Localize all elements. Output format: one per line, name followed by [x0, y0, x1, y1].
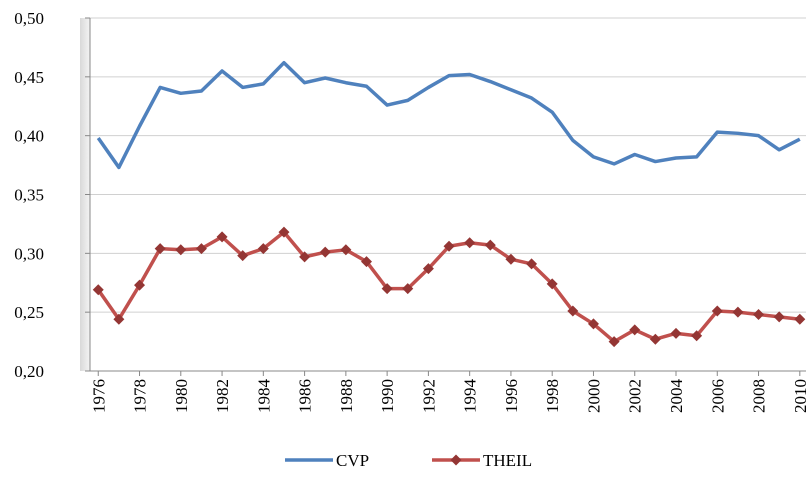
- y-tick-label: 0,35: [14, 186, 44, 205]
- marker: [443, 240, 455, 252]
- marker: [134, 279, 146, 291]
- marker: [505, 253, 517, 265]
- marker: [546, 278, 558, 290]
- x-tick-label: 1984: [254, 379, 273, 414]
- x-tick-label: 1996: [502, 379, 521, 413]
- marker: [773, 311, 785, 323]
- x-tick-label: 1978: [131, 379, 150, 413]
- marker: [319, 246, 331, 258]
- marker: [360, 256, 372, 268]
- y-tick-label: 0,50: [14, 9, 44, 28]
- x-tick-label: 1998: [543, 379, 562, 413]
- x-tick-label: 1986: [296, 379, 315, 413]
- marker: [237, 250, 249, 262]
- x-tick-label: 1994: [461, 379, 480, 414]
- marker: [629, 324, 641, 336]
- marker: [278, 226, 290, 238]
- marker: [381, 283, 393, 295]
- marker: [691, 330, 703, 342]
- marker: [175, 244, 187, 256]
- marker: [92, 284, 104, 296]
- legend-marker: [450, 454, 462, 466]
- x-tick-label: 1982: [213, 379, 232, 413]
- marker: [567, 305, 579, 317]
- x-tick-label: 2006: [708, 379, 727, 413]
- marker: [299, 251, 311, 263]
- marker: [526, 258, 538, 270]
- marker: [753, 309, 765, 321]
- x-tick-label: 1992: [419, 379, 438, 413]
- marker: [587, 318, 599, 330]
- marker: [670, 327, 682, 339]
- marker: [422, 263, 434, 275]
- y-tick-label: 0,30: [14, 244, 44, 263]
- marker: [340, 244, 352, 256]
- x-tick-label: 1990: [378, 379, 397, 413]
- legend-label: THEIL: [483, 451, 532, 470]
- y-tick-label: 0,20: [14, 362, 44, 381]
- y-tick-label: 0,25: [14, 303, 44, 322]
- marker: [216, 231, 228, 243]
- y-tick-label: 0,40: [14, 127, 44, 146]
- x-tick-label: 1988: [337, 379, 356, 413]
- y-tick-label: 0,45: [14, 68, 44, 87]
- marker: [732, 306, 744, 318]
- marker: [608, 336, 620, 348]
- x-tick-label: 2000: [584, 379, 603, 413]
- marker: [195, 243, 207, 255]
- marker: [257, 243, 269, 255]
- x-tick-label: 2010: [791, 379, 806, 413]
- x-tick-label: 2008: [750, 379, 769, 413]
- x-tick-label: 2002: [626, 379, 645, 413]
- x-tick-label: 2004: [667, 379, 686, 414]
- marker: [794, 313, 806, 325]
- marker: [711, 305, 723, 317]
- marker: [402, 283, 414, 295]
- marker: [464, 237, 476, 249]
- series-line: [96, 60, 801, 170]
- x-tick-label: 1976: [89, 379, 108, 413]
- x-tick-label: 1980: [172, 379, 191, 413]
- marker: [484, 239, 496, 251]
- legend-label: CVP: [336, 451, 369, 470]
- marker: [113, 313, 125, 325]
- marker: [154, 243, 166, 255]
- marker: [649, 333, 661, 345]
